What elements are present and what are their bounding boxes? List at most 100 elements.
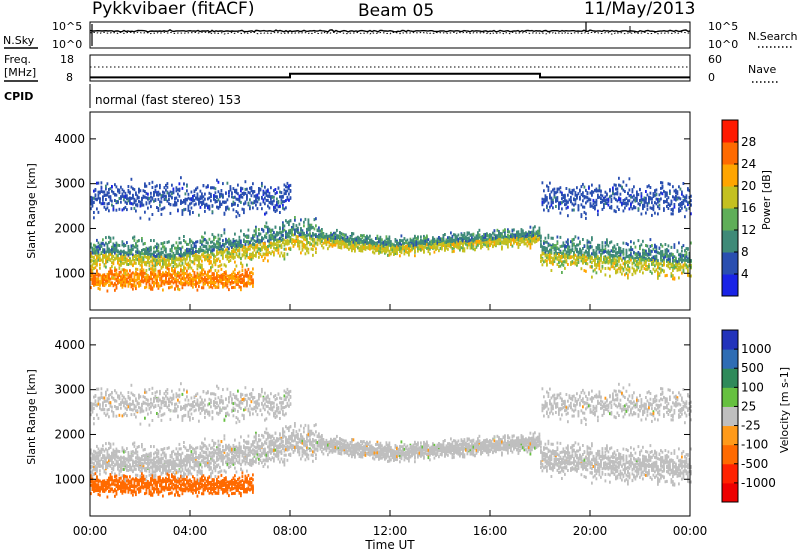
power-cell: [136, 247, 139, 251]
power-cell: [102, 202, 104, 206]
power-cell: [190, 250, 193, 254]
power-cell: [151, 196, 154, 200]
power-cell: [400, 250, 403, 254]
power-cell: [184, 249, 187, 253]
power-cell: [108, 195, 110, 199]
power-cell: [157, 256, 160, 260]
power-cell: [207, 270, 209, 274]
power-cell: [121, 194, 124, 198]
power-cell: [108, 247, 110, 251]
power-cell: [538, 226, 541, 230]
power-cell: [180, 257, 182, 261]
power-cell: [223, 228, 226, 232]
power-cell: [157, 254, 160, 258]
power-cell: [99, 263, 101, 267]
power-cell: [184, 261, 187, 265]
power-cell: [153, 256, 155, 260]
power-cell: [168, 255, 170, 259]
power-cell: [103, 254, 106, 258]
power-cell: [180, 273, 182, 277]
power-cell: [157, 274, 160, 278]
power-cell: [187, 273, 190, 277]
power-cell: [150, 195, 152, 199]
power-cell: [214, 245, 217, 249]
power-cell: [130, 259, 133, 263]
power-cell: [145, 276, 148, 280]
power-cell: [154, 255, 157, 258]
power-cell: [282, 194, 284, 198]
power-cell: [183, 252, 185, 256]
power-cell: [183, 257, 185, 260]
power-cell: [190, 247, 193, 250]
power-cell: [94, 262, 97, 266]
power-cell: [178, 236, 181, 240]
power-cell: [186, 257, 188, 261]
power-cell: [307, 218, 310, 222]
radar-title: Pykkvibaer (fitACF): [92, 0, 254, 19]
power-cell: [187, 264, 190, 267]
power-cell: [159, 263, 161, 267]
power-cell: [573, 237, 575, 241]
power-cell: [214, 187, 217, 191]
power-cell: [147, 197, 149, 201]
power-cell: [129, 201, 131, 205]
power-cell: [129, 190, 131, 194]
power-cell: [171, 285, 173, 289]
power-cell: [127, 263, 130, 266]
power-cell: [133, 261, 136, 265]
power-cell: [210, 199, 212, 203]
power-cell: [133, 197, 136, 201]
power-cell: [156, 242, 158, 246]
power-cell: [108, 279, 110, 283]
power-cell: [195, 240, 197, 244]
power-cell: [204, 231, 206, 235]
power-cell: [103, 275, 106, 279]
power-cell: [154, 250, 157, 254]
power-cell: [97, 241, 100, 245]
power-cell: [235, 188, 238, 192]
power-cell: [121, 261, 124, 265]
power-cell: [210, 186, 212, 190]
power-cell: [111, 271, 113, 275]
power-cell: [135, 257, 137, 261]
power-cell: [94, 282, 97, 286]
power-cell: [115, 243, 118, 246]
power-cell: [171, 246, 173, 250]
freq-tick-bottom: 8: [66, 71, 73, 84]
power-cell: [211, 280, 214, 284]
power-cell: [564, 266, 566, 270]
power-cell: [175, 189, 178, 193]
power-cell: [207, 281, 209, 285]
power-cell: [247, 201, 250, 205]
power-cell: [112, 207, 115, 211]
power-cell: [214, 235, 217, 239]
power-cell: [130, 244, 133, 248]
power-cell: [175, 241, 178, 245]
power-cell: [225, 191, 227, 195]
power-cell: [238, 247, 241, 251]
power-cell: [580, 267, 583, 271]
power-cell: [124, 276, 127, 280]
power-cell: [133, 254, 136, 258]
power-cell: [183, 267, 185, 271]
power-cell: [127, 185, 130, 188]
power-cell: [400, 234, 403, 238]
power-cell: [192, 269, 194, 273]
power-cell: [133, 259, 136, 263]
power-cell: [189, 238, 191, 242]
power-cell: [121, 258, 124, 262]
power-cell: [198, 250, 200, 254]
power-cell: [97, 286, 100, 290]
power-cell: [142, 194, 145, 198]
power-cell: [202, 277, 205, 281]
power-cell: [93, 277, 95, 281]
power-cell: [252, 284, 254, 288]
power-cell: [546, 204, 548, 208]
power-cell: [172, 189, 175, 193]
power-cell: [577, 205, 580, 208]
power-cell: [169, 190, 172, 194]
power-cell: [90, 207, 92, 211]
power-cell: [111, 189, 113, 193]
power-cell: [259, 232, 262, 236]
power-cell: [127, 280, 130, 284]
